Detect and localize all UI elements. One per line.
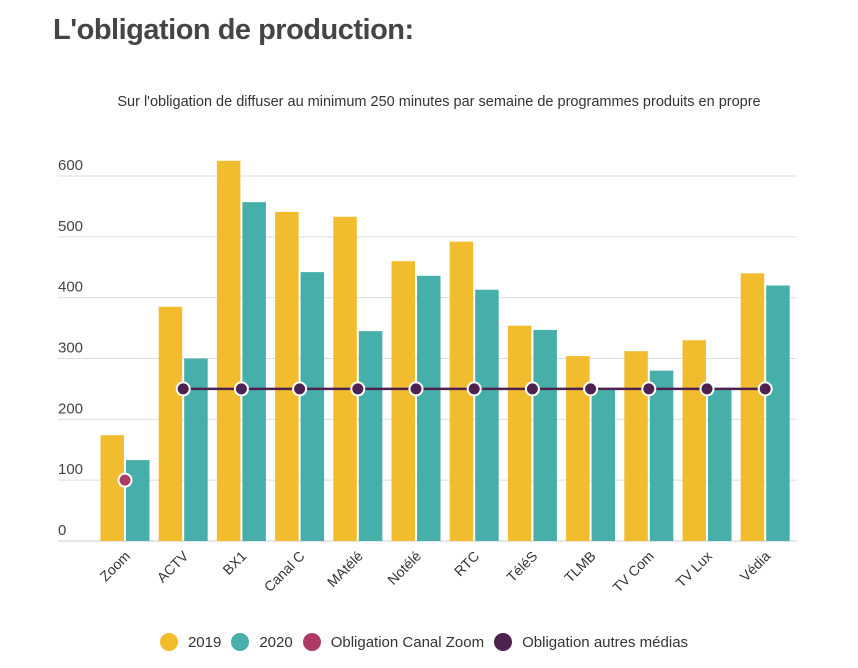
point-obligation-autres-medias-rtc xyxy=(466,381,482,397)
x-tick-label: BX1 xyxy=(219,548,249,578)
bar-canal-c-2020 xyxy=(300,272,325,541)
legend-label: 2019 xyxy=(187,633,222,651)
bar-vedia-2020 xyxy=(766,285,790,541)
bar-rtc-2019 xyxy=(449,241,474,541)
x-tick-label: ACTV xyxy=(154,547,192,585)
y-tick-label: 400 xyxy=(58,279,83,296)
x-tick-label: TéléS xyxy=(503,548,540,585)
bar-actv-2020 xyxy=(184,358,208,541)
x-tick-label: TV Lux xyxy=(672,548,715,591)
bar-bx1-2020 xyxy=(242,202,266,542)
bar-bx1-2019 xyxy=(216,160,241,541)
bar-teles-2019 xyxy=(507,325,532,541)
legend-swatch-2020 xyxy=(231,633,250,651)
legend-swatch-obligation-canal-zoom xyxy=(302,633,321,651)
x-tick-label: TV Com xyxy=(609,548,657,596)
point-obligation-autres-medias-canal-c xyxy=(292,381,308,397)
legend-swatch-obligation-autres-medias xyxy=(494,633,513,651)
point-obligation-autres-medias-bx1 xyxy=(233,381,249,397)
bar-notele-2019 xyxy=(391,261,415,541)
point-obligation-autres-medias-tv-lux xyxy=(699,381,715,397)
point-obligation-autres-medias-notele xyxy=(408,381,424,397)
bar-tv-lux-2020 xyxy=(708,388,732,541)
chart-subtitle: Sur l'obligation de diffuser au minimum … xyxy=(117,94,761,110)
y-tick-label: 100 xyxy=(58,461,83,478)
point-obligation-autres-medias-tv-com xyxy=(641,381,657,397)
bar-tv-lux-2019 xyxy=(682,340,706,541)
bar-matele-2020 xyxy=(358,331,383,541)
x-tick-label: MAtélé xyxy=(324,548,366,590)
bar-canal-c-2019 xyxy=(275,211,299,541)
y-tick-label: 0 xyxy=(58,522,66,539)
legend-swatch-2019 xyxy=(159,633,178,651)
legend-label: Obligation autres médias xyxy=(522,633,689,651)
chart-title: L'obligation de production: xyxy=(53,14,414,46)
bar-zoom-2020 xyxy=(126,460,150,541)
x-tick-label: Zoom xyxy=(96,548,133,585)
bar-notele-2020 xyxy=(417,275,441,541)
bar-tlmb-2020 xyxy=(591,388,616,541)
bar-vedia-2019 xyxy=(740,273,765,541)
bar-matele-2019 xyxy=(333,216,357,541)
legend-label: 2020 xyxy=(259,633,293,651)
y-tick-label: 200 xyxy=(58,400,83,417)
x-tick-label: RTC xyxy=(451,548,482,579)
y-tick-label: 300 xyxy=(58,340,83,357)
bar-actv-2019 xyxy=(158,306,183,541)
x-tick-label: Notélé xyxy=(384,548,424,588)
legend-item-2020[interactable]: 2020 xyxy=(231,633,293,651)
y-axis-ticks: 0 100 200 300 400 500 600 xyxy=(58,157,83,539)
bar-rtc-2020 xyxy=(475,289,499,541)
point-obligation-autres-medias-actv xyxy=(175,381,191,397)
point-obligation-autres-medias-matele xyxy=(350,381,366,397)
legend: 2019 2020 Obligation Canal Zoom Obligati… xyxy=(0,633,858,651)
legend-item-obligation-canal-zoom[interactable]: Obligation Canal Zoom xyxy=(302,633,485,651)
point-obligation-autres-medias-vedia xyxy=(757,381,773,397)
bar-zoom-2019 xyxy=(100,435,124,541)
bars xyxy=(100,160,790,542)
x-axis-ticks: Zoom ACTV BX1 Canal C MAtélé Notélé RTC TéléS TL… xyxy=(96,547,773,595)
y-tick-label: 500 xyxy=(58,218,83,235)
x-tick-label: Védia xyxy=(737,548,774,585)
bar-tlmb-2019 xyxy=(566,356,590,541)
point-obligation-autres-medias-teles xyxy=(524,381,540,397)
bar-teles-2020 xyxy=(533,329,557,541)
x-tick-label: TLMB xyxy=(561,548,599,586)
legend-item-obligation-autres-medias[interactable]: Obligation autres médias xyxy=(494,633,688,651)
point-obligation-canal-zoom-zoom xyxy=(117,472,133,488)
legend-item-2019[interactable]: 2019 xyxy=(159,633,222,651)
y-tick-label: 600 xyxy=(58,157,83,174)
legend-label: Obligation Canal Zoom xyxy=(330,633,485,651)
obligation-points xyxy=(117,381,773,488)
bar-tv-com-2019 xyxy=(624,351,648,541)
point-obligation-autres-medias-tlmb xyxy=(583,381,599,397)
bar-tv-com-2020 xyxy=(649,370,674,541)
x-tick-label: Canal C xyxy=(261,548,308,595)
